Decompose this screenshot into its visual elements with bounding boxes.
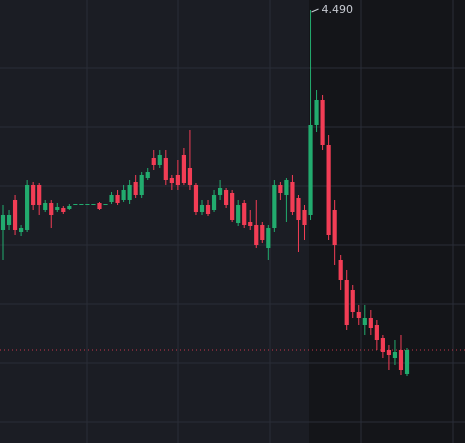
candle-body (296, 198, 301, 220)
candle-body (320, 100, 325, 145)
candle-body (187, 168, 193, 185)
candle-body (12, 200, 18, 230)
candle-body (157, 155, 162, 165)
candle-body (356, 312, 361, 318)
candle-body (350, 290, 355, 312)
candle-body (109, 195, 114, 202)
candle-body (97, 203, 102, 209)
candle-body (43, 203, 48, 210)
candle-body (115, 195, 120, 203)
candle-body (290, 182, 295, 212)
candle-body (181, 155, 186, 183)
candle-body (332, 210, 337, 245)
candle-body (193, 185, 199, 212)
candle-body (151, 158, 156, 165)
candle-body (374, 325, 379, 340)
candle-body (121, 190, 126, 200)
candle-body (211, 195, 217, 210)
high-label: 4.490 (322, 3, 354, 16)
candle-body (73, 204, 78, 205)
candle-body (6, 215, 12, 225)
candle-body (145, 172, 150, 178)
candle-body (236, 205, 241, 223)
candle-body (368, 318, 373, 328)
candle-body (31, 185, 36, 205)
candle-body (49, 203, 54, 215)
candle-body (25, 185, 30, 230)
candle-body (308, 125, 313, 215)
candle-body (139, 175, 144, 195)
candle-body (127, 185, 132, 200)
candle-body (61, 208, 66, 212)
highlight-region (309, 0, 465, 443)
candle-body (85, 204, 90, 205)
candle-body (163, 158, 168, 180)
candle-body (55, 207, 60, 210)
candle-body (103, 204, 108, 205)
candle-body (248, 222, 253, 226)
candle-body (362, 318, 367, 325)
candle-body (260, 225, 265, 240)
candle-body (199, 205, 205, 212)
candle-body (133, 182, 138, 195)
candle-body (278, 185, 283, 193)
candle-body (380, 338, 385, 352)
candle-body (230, 193, 235, 220)
candle-body (37, 185, 42, 205)
candle-body (175, 175, 180, 185)
candle-body (386, 350, 392, 355)
candle-body (169, 178, 174, 183)
candle-body (302, 210, 307, 225)
candle-body (254, 225, 259, 245)
candle-body (398, 350, 404, 370)
candle-body (326, 145, 331, 235)
candle-body (217, 188, 223, 195)
candle-body (404, 350, 410, 374)
candle-body (18, 228, 24, 232)
candle-body (0, 215, 6, 230)
candle-body (272, 185, 277, 228)
candle-body (392, 352, 398, 358)
candle-body (266, 228, 271, 248)
candle-body (67, 206, 72, 209)
candle-body (79, 204, 84, 205)
candle-body (314, 100, 319, 125)
candle-body (338, 260, 343, 280)
candle-body (205, 205, 211, 214)
candle-body (224, 190, 229, 205)
candle-body (344, 280, 349, 325)
candle-body (91, 204, 96, 205)
high-pointer (311, 8, 319, 13)
candle-body (284, 180, 289, 195)
candle-body (242, 203, 247, 225)
